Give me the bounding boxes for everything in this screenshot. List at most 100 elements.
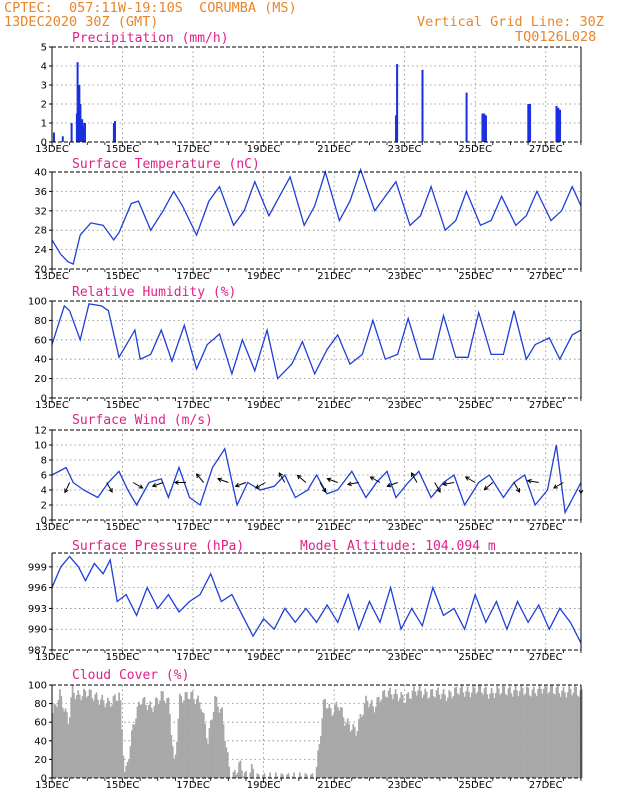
- cloud-cloud-bar: [507, 688, 510, 778]
- cloud-cloud-bar: [454, 687, 456, 778]
- cloud-cloud-bar: [221, 707, 223, 778]
- cloud-cloud-bar: [339, 707, 342, 778]
- wind-arrow: [465, 476, 476, 483]
- cloud-cloud-bar: [493, 697, 496, 778]
- wind-arrow-head: [254, 484, 260, 489]
- pressure-date-label: 17DEC: [176, 652, 210, 663]
- wind-arrow: [152, 482, 164, 487]
- wind-arrow: [527, 480, 539, 483]
- cloud-cloud-bar: [535, 695, 538, 778]
- cloud-cloud-bar: [83, 688, 85, 778]
- pressure-ytick-label: 993: [28, 604, 47, 615]
- pressure-title: Surface Pressure (hPa): [72, 539, 244, 554]
- cloud-cloud-bar: [281, 774, 284, 778]
- cloud-cloud-bar: [516, 690, 518, 778]
- temperature-title: Surface Temperature (nC): [72, 157, 260, 172]
- cloud-cloud-bar: [351, 729, 353, 778]
- cloud-cloud-bar: [118, 692, 121, 778]
- cloud-cloud-bar: [448, 690, 451, 778]
- cloud-cloud-bar: [190, 692, 192, 778]
- cloud-cloud-bar: [444, 694, 446, 778]
- cloud-cloud-bar: [77, 690, 80, 778]
- cloud-cloud-bar: [413, 686, 415, 778]
- humidity-date-label: 13DEC: [35, 400, 69, 411]
- cloud-cloud-bar: [170, 735, 173, 778]
- cloud-cloud-bar: [342, 717, 345, 778]
- cloud-cloud-bar: [87, 696, 89, 778]
- cloud-cloud-bar: [530, 696, 532, 778]
- cloud-cloud-bar: [528, 695, 531, 778]
- cloud-cloud-bar: [61, 707, 64, 778]
- humidity-date-label: 27DEC: [529, 400, 563, 411]
- cloud-cloud-bar: [486, 694, 489, 778]
- cloud-cloud-bar: [410, 698, 413, 778]
- cloud-cloud-bar: [483, 688, 486, 778]
- cloud-cloud-bar: [164, 703, 167, 778]
- pressure-date-label: 19DEC: [247, 652, 281, 663]
- cloud-cloud-bar: [71, 685, 74, 778]
- temperature-ytick-label: 28: [34, 226, 47, 237]
- wind-arrow-head: [138, 484, 144, 489]
- cloud-cloud-bar: [224, 740, 226, 778]
- cloud-cloud-bar: [239, 760, 242, 778]
- temperature-date-label: 13DEC: [35, 271, 69, 282]
- precipitation-date-label: 15DEC: [106, 144, 140, 155]
- cloud-cloud-bar: [568, 685, 571, 778]
- cloud-cloud-bar: [425, 691, 428, 778]
- cloud-cloud-bar: [423, 694, 425, 778]
- cloud-cloud-bar: [434, 697, 437, 778]
- humidity-date-label: 25DEC: [458, 400, 492, 411]
- cloud-cloud-bar: [226, 752, 229, 778]
- cloud-cloud-bar: [125, 765, 128, 778]
- cloud-cloud-bar: [403, 702, 405, 778]
- cloud-cloud-bar: [143, 696, 146, 778]
- cloud-cloud-bar: [136, 706, 139, 778]
- temperature-ytick-label: 36: [34, 187, 47, 198]
- cloud-cloud-bar: [386, 697, 389, 778]
- wind-arrow-head: [526, 478, 532, 484]
- cloud-cloud-bar: [459, 687, 462, 778]
- cloud-cloud-bar: [188, 699, 191, 778]
- cloud-cloud-bar: [257, 774, 260, 778]
- cloud-cloud-bar: [132, 724, 135, 778]
- cloud-cloud-bar: [208, 728, 211, 778]
- cloud-cloud-bar: [153, 705, 156, 778]
- cloud-cloud-bar: [406, 693, 408, 778]
- cloud-cloud-bar: [394, 689, 397, 778]
- wind-arrow: [370, 476, 381, 483]
- cloud-date-label: 19DEC: [247, 780, 281, 791]
- cloud-cloud-bar: [449, 691, 452, 778]
- cloud-cloud-bar: [480, 692, 483, 778]
- cloud-cloud-bar: [430, 689, 432, 778]
- cloud-cloud-bar: [101, 694, 104, 778]
- cloud-cloud-bar: [121, 729, 123, 778]
- cloud-cloud-bar: [489, 693, 492, 778]
- cloud-cloud-bar: [305, 774, 308, 778]
- cloud-ytick-label: 20: [34, 755, 47, 766]
- cloud-cloud-bar: [365, 695, 367, 778]
- cloud-cloud-bar: [367, 707, 370, 778]
- temperature-date-label: 15DEC: [106, 271, 140, 282]
- humidity-series-line: [51, 303, 582, 380]
- wind-arrow-head: [552, 484, 558, 489]
- precipitation-bar: [421, 69, 424, 142]
- cloud-cloud-bar: [228, 766, 231, 778]
- cloud-cloud-bar: [122, 755, 125, 778]
- cloud-cloud-bar: [146, 709, 149, 778]
- cloud-cloud-bar: [575, 686, 578, 778]
- cloud-cloud-bar: [176, 741, 178, 778]
- header-source-label: CPTEC:: [4, 0, 53, 16]
- temperature-date-label: 25DEC: [458, 271, 492, 282]
- pressure-ytick-label: 990: [28, 625, 47, 636]
- cloud-cloud-bar: [554, 694, 556, 778]
- cloud-cloud-bar: [186, 691, 188, 778]
- wind-arrow-head: [173, 480, 179, 485]
- cloud-date-label: 17DEC: [176, 780, 210, 791]
- cloud-cloud-bar: [478, 685, 480, 778]
- cloud-cloud-bar: [324, 698, 326, 778]
- cloud-cloud-bar: [384, 696, 387, 778]
- wind-arrow-head: [296, 474, 302, 480]
- wind-arrow-head: [326, 477, 332, 483]
- cloud-cloud-bar: [569, 688, 572, 778]
